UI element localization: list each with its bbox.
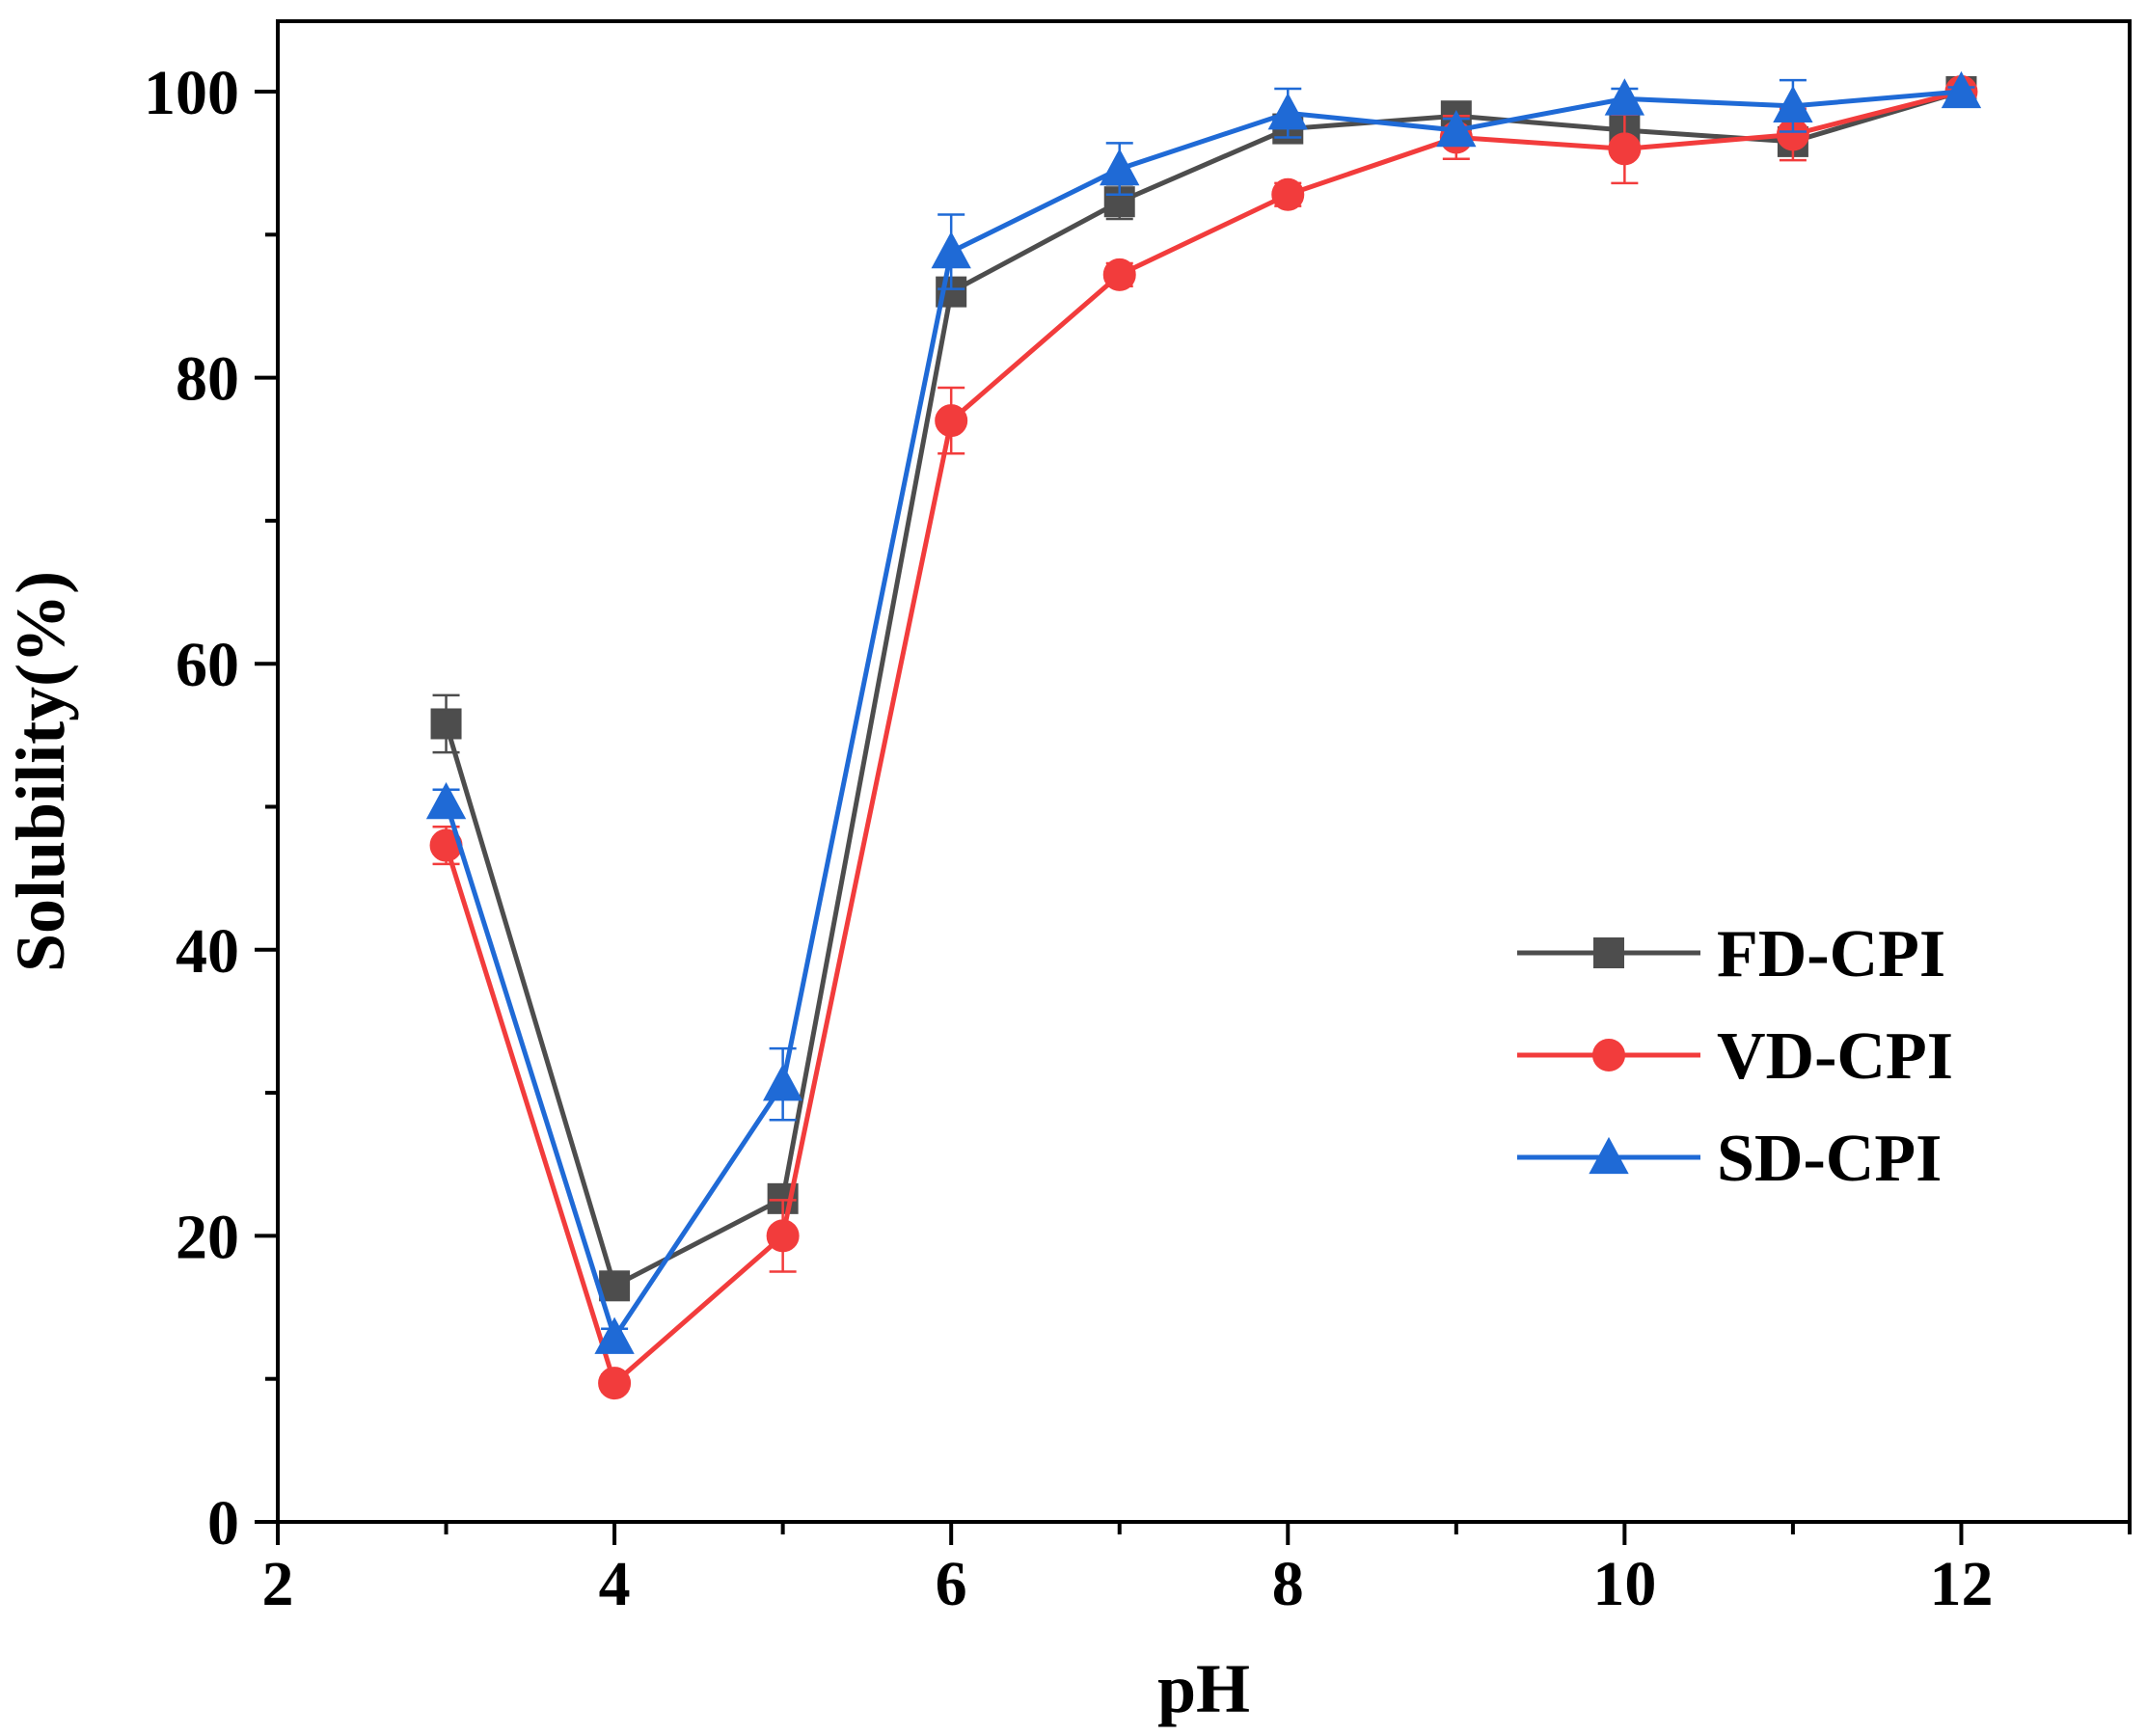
y-tick-label: 60 bbox=[176, 630, 239, 700]
x-axis: 2 4 6 8 10 12 bbox=[262, 1522, 2132, 1619]
legend-item: VD-CPI bbox=[1517, 1019, 1953, 1094]
data-point bbox=[1608, 132, 1642, 166]
data-point bbox=[1267, 93, 1308, 130]
data-point bbox=[430, 708, 462, 740]
data-point bbox=[594, 1316, 635, 1354]
data-point bbox=[931, 231, 971, 269]
data-point bbox=[599, 1270, 631, 1302]
plot-frame bbox=[276, 19, 2132, 1524]
data-point bbox=[425, 781, 467, 820]
series-line bbox=[444, 89, 1963, 1289]
y-axis-title: Solubility(%) bbox=[2, 571, 79, 972]
series-layer bbox=[425, 70, 1982, 1400]
legend-label: SD-CPI bbox=[1717, 1122, 1942, 1196]
data-point bbox=[1100, 148, 1140, 186]
data-point bbox=[1271, 177, 1305, 211]
legend-marker bbox=[1593, 937, 1624, 968]
legend-marker bbox=[1589, 1136, 1629, 1175]
y-axis: 0 20 40 60 80 100 bbox=[144, 58, 278, 1559]
x-tick-label: 12 bbox=[1929, 1549, 1993, 1619]
series-sd-cpi bbox=[425, 70, 1982, 1354]
legend-item: FD-CPI bbox=[1517, 917, 1945, 991]
legend: FD-CPI VD-CPI SD-CPI bbox=[1517, 917, 1953, 1196]
plot-border bbox=[276, 19, 2132, 1524]
data-point bbox=[762, 1064, 803, 1101]
y-tick-label: 80 bbox=[176, 344, 239, 415]
data-point bbox=[935, 404, 968, 438]
series-vd-cpi bbox=[429, 75, 1978, 1400]
x-tick-label: 6 bbox=[936, 1549, 967, 1619]
y-tick-label: 100 bbox=[144, 58, 239, 128]
series-line bbox=[444, 89, 1962, 1343]
x-tick-label: 4 bbox=[599, 1549, 631, 1619]
series-fd-cpi bbox=[430, 76, 1977, 1302]
series-line bbox=[444, 89, 1963, 1388]
data-point bbox=[766, 1219, 800, 1253]
y-tick-label: 20 bbox=[176, 1202, 239, 1272]
data-point bbox=[598, 1367, 632, 1400]
y-tick-label: 0 bbox=[207, 1488, 239, 1559]
data-point bbox=[1773, 85, 1813, 122]
data-point bbox=[1941, 70, 1982, 109]
x-tick-label: 2 bbox=[262, 1549, 294, 1619]
x-tick-label: 10 bbox=[1592, 1549, 1656, 1619]
data-point bbox=[1102, 258, 1136, 291]
x-axis-title: pH bbox=[1157, 1650, 1250, 1727]
legend-item: SD-CPI bbox=[1517, 1122, 1942, 1196]
data-point bbox=[1436, 109, 1477, 148]
legend-marker bbox=[1592, 1039, 1625, 1071]
legend-label: FD-CPI bbox=[1717, 917, 1945, 991]
data-point bbox=[1604, 78, 1645, 116]
x-tick-label: 8 bbox=[1272, 1549, 1304, 1619]
legend-label: VD-CPI bbox=[1717, 1019, 1953, 1094]
y-tick-label: 40 bbox=[176, 916, 239, 987]
